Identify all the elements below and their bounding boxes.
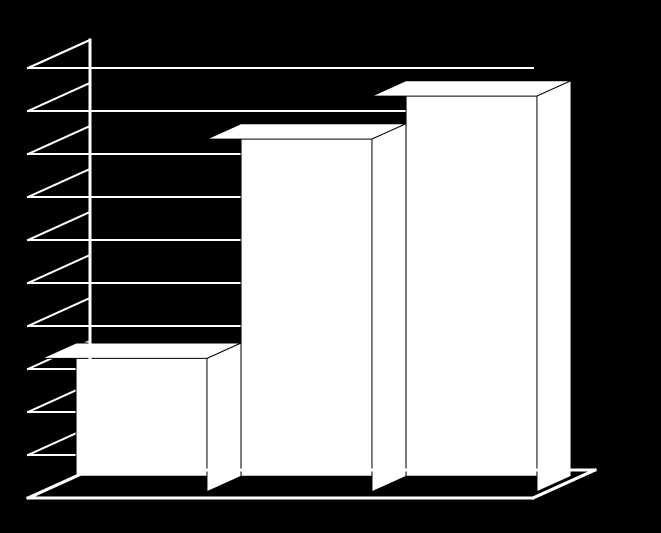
bar-side (537, 81, 571, 492)
bar-side (372, 124, 406, 492)
bar-chart-3d (0, 0, 661, 533)
